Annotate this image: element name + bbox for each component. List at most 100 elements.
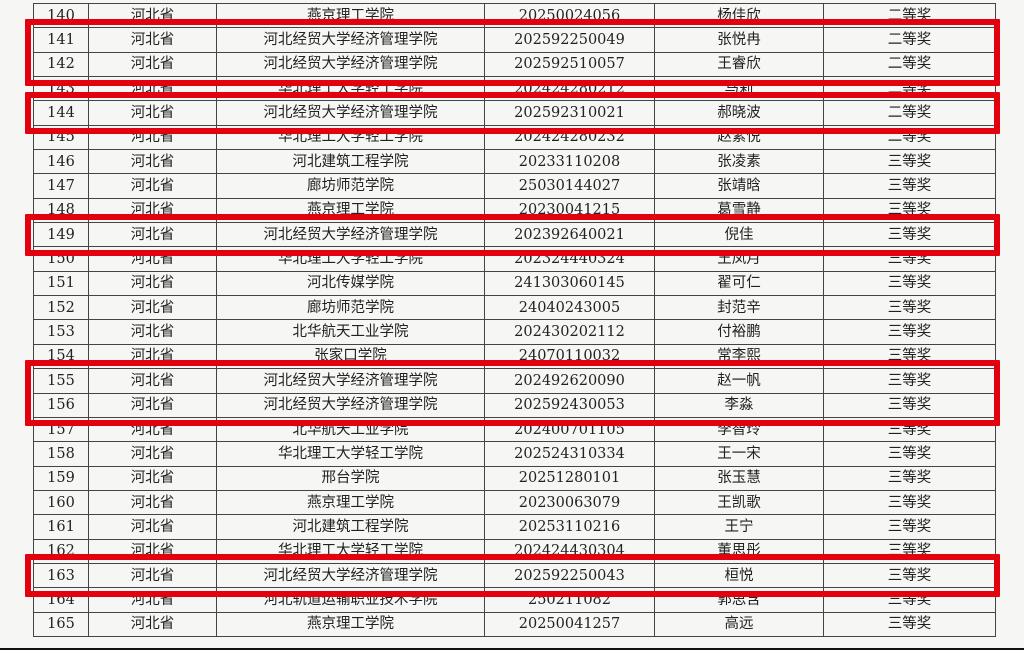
award-level-cell: 三等奖: [823, 295, 996, 321]
row-number-cell: 161: [33, 514, 89, 540]
table-row: 164 河北省 河北轨道运输职业技术学院 250211082 郭思含 三等奖: [33, 587, 996, 613]
province-cell: 河北省: [88, 51, 217, 78]
province-cell: 河北省: [88, 222, 217, 248]
school-cell: 河北传媒学院: [216, 270, 485, 297]
student-id-cell: 202324440324: [484, 246, 655, 272]
row-number-cell: 150: [33, 246, 89, 272]
student-id-cell: 202592430053: [484, 392, 655, 418]
table-row: 153 河北省 北华航天工业学院 202430202112 付裕鹏 三等奖: [33, 319, 996, 345]
province-cell: 河北省: [88, 465, 217, 491]
table-row: 156 河北省 河北经贸大学经济管理学院 202592430053 李淼 三等奖: [33, 392, 996, 418]
student-id-cell: 202424280212: [484, 76, 655, 102]
school-cell: 张家口学院: [216, 343, 485, 370]
student-id-cell: 202524310334: [484, 441, 655, 467]
table-row: 159 河北省 邢台学院 20251280101 张玉慧 三等奖: [33, 465, 996, 491]
row-number-cell: 158: [33, 441, 89, 467]
table-row: 149 河北省 河北经贸大学经济管理学院 202392640021 倪佳 三等奖: [33, 222, 996, 248]
award-level-cell: 三等奖: [823, 441, 996, 467]
school-cell: 华北理工大学轻工学院: [216, 246, 485, 272]
student-name-cell: 董思彤: [654, 538, 824, 564]
student-id-cell: 25030144027: [484, 173, 655, 199]
table-row: 158 河北省 华北理工大学轻工学院 202524310334 王一宋 三等奖: [33, 441, 996, 467]
row-number-cell: 142: [33, 51, 89, 78]
province-cell: 河北省: [88, 246, 217, 272]
school-cell: 北华航天工业学院: [216, 319, 485, 345]
table-row: 150 河北省 华北理工大学轻工学院 202324440324 王凤月 三等奖: [33, 246, 996, 272]
province-cell: 河北省: [88, 197, 217, 224]
school-cell: 河北经贸大学经济管理学院: [216, 562, 485, 589]
table-row: 143 河北省 华北理工大学轻工学院 202424280212 马莉 二等奖: [33, 76, 996, 102]
award-level-cell: 三等奖: [823, 173, 996, 199]
student-name-cell: 葛雪静: [654, 197, 824, 224]
row-number-cell: 152: [33, 295, 89, 321]
province-cell: 河北省: [88, 514, 217, 540]
award-level-cell: 二等奖: [823, 100, 996, 126]
student-name-cell: 常李熙: [654, 343, 824, 370]
student-id-cell: 250211082: [484, 587, 655, 613]
province-cell: 河北省: [88, 2, 217, 29]
student-id-cell: 202424430304: [484, 538, 655, 564]
table-row: 140 河北省 燕京理工学院 20250024056 杨佳欣 二等奖: [33, 2, 996, 29]
school-cell: 河北经贸大学经济管理学院: [216, 392, 485, 418]
province-cell: 河北省: [88, 149, 217, 175]
province-cell: 河北省: [88, 587, 217, 613]
award-level-cell: 三等奖: [823, 319, 996, 345]
province-cell: 河北省: [88, 27, 217, 53]
table-row: 163 河北省 河北经贸大学经济管理学院 202592250043 桓悦 三等奖: [33, 562, 996, 589]
table-row: 161 河北省 河北建筑工程学院 20253110216 王宁 三等奖: [33, 514, 996, 540]
student-id-cell: 202430202112: [484, 319, 655, 345]
table-row: 162 河北省 华北理工大学轻工学院 202424430304 董思彤 三等奖: [33, 538, 996, 564]
award-level-cell: 三等奖: [823, 562, 996, 589]
row-number-cell: 159: [33, 465, 89, 491]
student-name-cell: 翟可仁: [654, 270, 824, 297]
row-number-cell: 164: [33, 587, 89, 613]
student-name-cell: 封范辛: [654, 295, 824, 321]
province-cell: 河北省: [88, 368, 217, 394]
award-level-cell: 三等奖: [823, 149, 996, 175]
student-id-cell: 20230041215: [484, 197, 655, 224]
table-row: 145 河北省 华北理工大学轻工学院 202424280232 赵紫悦 二等奖: [33, 124, 996, 151]
student-name-cell: 李淼: [654, 392, 824, 418]
row-number-cell: 146: [33, 149, 89, 175]
school-cell: 燕京理工学院: [216, 197, 485, 224]
province-cell: 河北省: [88, 100, 217, 126]
award-level-cell: 二等奖: [823, 27, 996, 53]
student-name-cell: 倪佳: [654, 222, 824, 248]
student-name-cell: 桓悦: [654, 562, 824, 589]
row-number-cell: 165: [33, 611, 89, 637]
school-cell: 燕京理工学院: [216, 2, 485, 29]
province-cell: 河北省: [88, 489, 217, 516]
province-cell: 河北省: [88, 270, 217, 297]
student-name-cell: 郭思含: [654, 587, 824, 613]
table-row: 157 河北省 北华航天工业学院 202400701105 李智玲 三等奖: [33, 416, 996, 443]
row-number-cell: 156: [33, 392, 89, 418]
school-cell: 河北经贸大学经济管理学院: [216, 100, 485, 126]
school-cell: 河北经贸大学经济管理学院: [216, 368, 485, 394]
school-cell: 河北经贸大学经济管理学院: [216, 222, 485, 248]
award-level-cell: 二等奖: [823, 2, 996, 29]
student-id-cell: 202592250049: [484, 27, 655, 53]
student-id-cell: 20250024056: [484, 2, 655, 29]
award-level-cell: 三等奖: [823, 514, 996, 540]
row-number-cell: 149: [33, 222, 89, 248]
province-cell: 河北省: [88, 319, 217, 345]
school-cell: 燕京理工学院: [216, 489, 485, 516]
table-row: 147 河北省 廊坊师范学院 25030144027 张靖晗 三等奖: [33, 173, 996, 199]
student-name-cell: 赵一帆: [654, 368, 824, 394]
award-level-cell: 三等奖: [823, 270, 996, 297]
student-id-cell: 202424280232: [484, 124, 655, 151]
school-cell: 华北理工大学轻工学院: [216, 441, 485, 467]
award-level-cell: 三等奖: [823, 392, 996, 418]
row-number-cell: 141: [33, 27, 89, 53]
student-name-cell: 张悦冉: [654, 27, 824, 53]
student-name-cell: 李智玲: [654, 416, 824, 443]
province-cell: 河北省: [88, 538, 217, 564]
award-table: 140 河北省 燕京理工学院 20250024056 杨佳欣 二等奖 141 河北省 河北经贸大…: [33, 2, 996, 637]
school-cell: 河北建筑工程学院: [216, 514, 485, 540]
award-level-cell: 三等奖: [823, 489, 996, 516]
award-level-cell: 三等奖: [823, 416, 996, 443]
school-cell: 燕京理工学院: [216, 611, 485, 637]
student-id-cell: 241303060145: [484, 270, 655, 297]
student-id-cell: 20251280101: [484, 465, 655, 491]
student-id-cell: 202400701105: [484, 416, 655, 443]
